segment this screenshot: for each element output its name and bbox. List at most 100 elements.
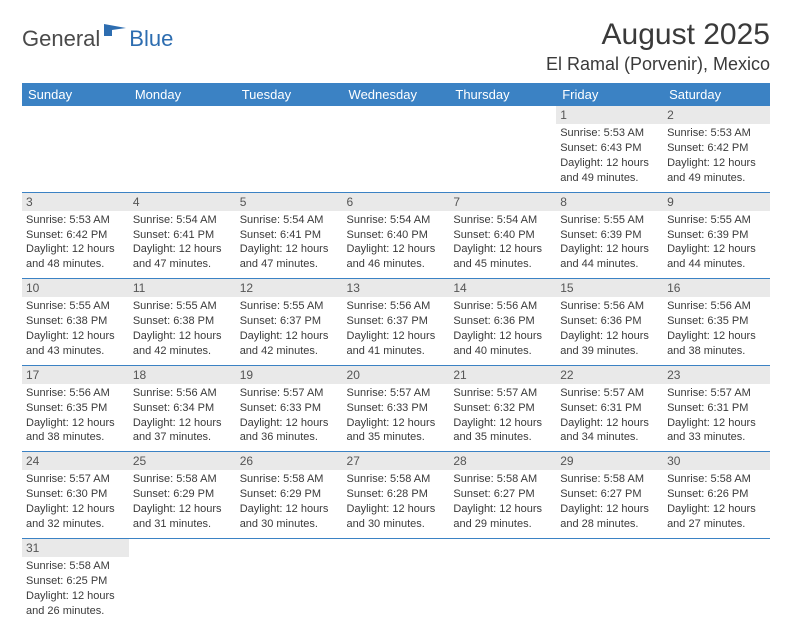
- day-number: 18: [129, 366, 236, 384]
- calendar-cell: 23Sunrise: 5:57 AMSunset: 6:31 PMDayligh…: [663, 365, 770, 452]
- sunset-text: Sunset: 6:43 PM: [560, 141, 659, 156]
- day-number: 2: [663, 106, 770, 124]
- daylight-text: and 47 minutes.: [133, 257, 232, 272]
- daylight-text: and 30 minutes.: [240, 517, 339, 532]
- calendar-cell: 1 Sunrise: 5:53 AMSunset: 6:43 PMDaylight…: [556, 106, 663, 192]
- sunrise-text: Sunrise: 5:57 AM: [667, 386, 766, 401]
- daylight-text: and 26 minutes.: [26, 604, 125, 619]
- sunset-text: Sunset: 6:32 PM: [453, 401, 552, 416]
- sunrise-text: Sunrise: 5:54 AM: [240, 213, 339, 228]
- daylight-text: Daylight: 12 hours: [133, 242, 232, 257]
- day-number: 4: [129, 193, 236, 211]
- daylight-text: and 49 minutes.: [667, 171, 766, 186]
- daylight-text: and 39 minutes.: [560, 344, 659, 359]
- daylight-text: Daylight: 12 hours: [347, 416, 446, 431]
- sunrise-text: Sunrise: 5:55 AM: [133, 299, 232, 314]
- daylight-text: Daylight: 12 hours: [26, 416, 125, 431]
- daylight-text: Daylight: 12 hours: [133, 502, 232, 517]
- daylight-text: Daylight: 12 hours: [667, 156, 766, 171]
- page-header: General Blue August 2025 El Ramal (Porve…: [22, 18, 770, 75]
- daylight-text: and 37 minutes.: [133, 430, 232, 445]
- sunset-text: Sunset: 6:38 PM: [133, 314, 232, 329]
- daylight-text: Daylight: 12 hours: [26, 242, 125, 257]
- daylight-text: and 27 minutes.: [667, 517, 766, 532]
- day-number: 15: [556, 279, 663, 297]
- calendar-cell: 11Sunrise: 5:55 AMSunset: 6:38 PMDayligh…: [129, 279, 236, 366]
- sunrise-text: Sunrise: 5:56 AM: [133, 386, 232, 401]
- daylight-text: and 35 minutes.: [453, 430, 552, 445]
- sunrise-text: Sunrise: 5:56 AM: [667, 299, 766, 314]
- calendar-table: SundayMondayTuesdayWednesdayThursdayFrid…: [22, 83, 770, 624]
- day-number: 1: [556, 106, 663, 124]
- daylight-text: Daylight: 12 hours: [667, 329, 766, 344]
- daylight-text: and 40 minutes.: [453, 344, 552, 359]
- logo-text-general: General: [22, 26, 100, 52]
- day-header: Tuesday: [236, 83, 343, 106]
- daylight-text: and 43 minutes.: [26, 344, 125, 359]
- calendar-cell: 15Sunrise: 5:56 AMSunset: 6:36 PMDayligh…: [556, 279, 663, 366]
- sunrise-text: Sunrise: 5:58 AM: [240, 472, 339, 487]
- calendar-cell: 22Sunrise: 5:57 AMSunset: 6:31 PMDayligh…: [556, 365, 663, 452]
- daylight-text: Daylight: 12 hours: [240, 242, 339, 257]
- sunrise-text: Sunrise: 5:54 AM: [133, 213, 232, 228]
- daylight-text: Daylight: 12 hours: [560, 242, 659, 257]
- daylight-text: and 38 minutes.: [26, 430, 125, 445]
- daylight-text: Daylight: 12 hours: [453, 242, 552, 257]
- calendar-cell: 24Sunrise: 5:57 AMSunset: 6:30 PMDayligh…: [22, 452, 129, 539]
- daylight-text: Daylight: 12 hours: [560, 156, 659, 171]
- calendar-cell: 27Sunrise: 5:58 AMSunset: 6:28 PMDayligh…: [343, 452, 450, 539]
- daylight-text: and 29 minutes.: [453, 517, 552, 532]
- calendar-cell: [449, 538, 556, 624]
- calendar-cell: [22, 106, 129, 192]
- daylight-text: and 32 minutes.: [26, 517, 125, 532]
- day-number: 22: [556, 366, 663, 384]
- logo: General Blue: [22, 24, 173, 53]
- calendar-cell: [236, 106, 343, 192]
- day-number: 25: [129, 452, 236, 470]
- sunrise-text: Sunrise: 5:54 AM: [347, 213, 446, 228]
- day-number: 10: [22, 279, 129, 297]
- sunset-text: Sunset: 6:42 PM: [667, 141, 766, 156]
- sunrise-text: Sunrise: 5:58 AM: [133, 472, 232, 487]
- daylight-text: Daylight: 12 hours: [240, 329, 339, 344]
- day-number: 19: [236, 366, 343, 384]
- sunrise-text: Sunrise: 5:53 AM: [560, 126, 659, 141]
- sunset-text: Sunset: 6:31 PM: [560, 401, 659, 416]
- daylight-text: Daylight: 12 hours: [667, 502, 766, 517]
- sunrise-text: Sunrise: 5:54 AM: [453, 213, 552, 228]
- daylight-text: Daylight: 12 hours: [560, 416, 659, 431]
- calendar-cell: 2Sunrise: 5:53 AMSunset: 6:42 PMDaylight…: [663, 106, 770, 192]
- daylight-text: and 28 minutes.: [560, 517, 659, 532]
- calendar-cell: [236, 538, 343, 624]
- sunset-text: Sunset: 6:25 PM: [26, 574, 125, 589]
- logo-text-blue: Blue: [129, 26, 173, 52]
- daylight-text: Daylight: 12 hours: [560, 502, 659, 517]
- daylight-text: Daylight: 12 hours: [453, 329, 552, 344]
- daylight-text: and 33 minutes.: [667, 430, 766, 445]
- calendar-cell: [343, 106, 450, 192]
- calendar-cell: 18Sunrise: 5:56 AMSunset: 6:34 PMDayligh…: [129, 365, 236, 452]
- daylight-text: and 34 minutes.: [560, 430, 659, 445]
- calendar-cell: 5Sunrise: 5:54 AMSunset: 6:41 PMDaylight…: [236, 192, 343, 279]
- daylight-text: and 36 minutes.: [240, 430, 339, 445]
- calendar-cell: 28Sunrise: 5:58 AMSunset: 6:27 PMDayligh…: [449, 452, 556, 539]
- sunset-text: Sunset: 6:37 PM: [347, 314, 446, 329]
- sunset-text: Sunset: 6:40 PM: [347, 228, 446, 243]
- calendar-cell: 12Sunrise: 5:55 AMSunset: 6:37 PMDayligh…: [236, 279, 343, 366]
- sunset-text: Sunset: 6:30 PM: [26, 487, 125, 502]
- day-header: Thursday: [449, 83, 556, 106]
- sunset-text: Sunset: 6:39 PM: [667, 228, 766, 243]
- calendar-cell: 25Sunrise: 5:58 AMSunset: 6:29 PMDayligh…: [129, 452, 236, 539]
- daylight-text: and 46 minutes.: [347, 257, 446, 272]
- sunset-text: Sunset: 6:26 PM: [667, 487, 766, 502]
- sunset-text: Sunset: 6:28 PM: [347, 487, 446, 502]
- calendar-cell: 20Sunrise: 5:57 AMSunset: 6:33 PMDayligh…: [343, 365, 450, 452]
- sunrise-text: Sunrise: 5:57 AM: [240, 386, 339, 401]
- daylight-text: and 31 minutes.: [133, 517, 232, 532]
- sunset-text: Sunset: 6:35 PM: [26, 401, 125, 416]
- daylight-text: Daylight: 12 hours: [560, 329, 659, 344]
- calendar-cell: 29Sunrise: 5:58 AMSunset: 6:27 PMDayligh…: [556, 452, 663, 539]
- daylight-text: and 42 minutes.: [240, 344, 339, 359]
- sunset-text: Sunset: 6:41 PM: [240, 228, 339, 243]
- daylight-text: and 49 minutes.: [560, 171, 659, 186]
